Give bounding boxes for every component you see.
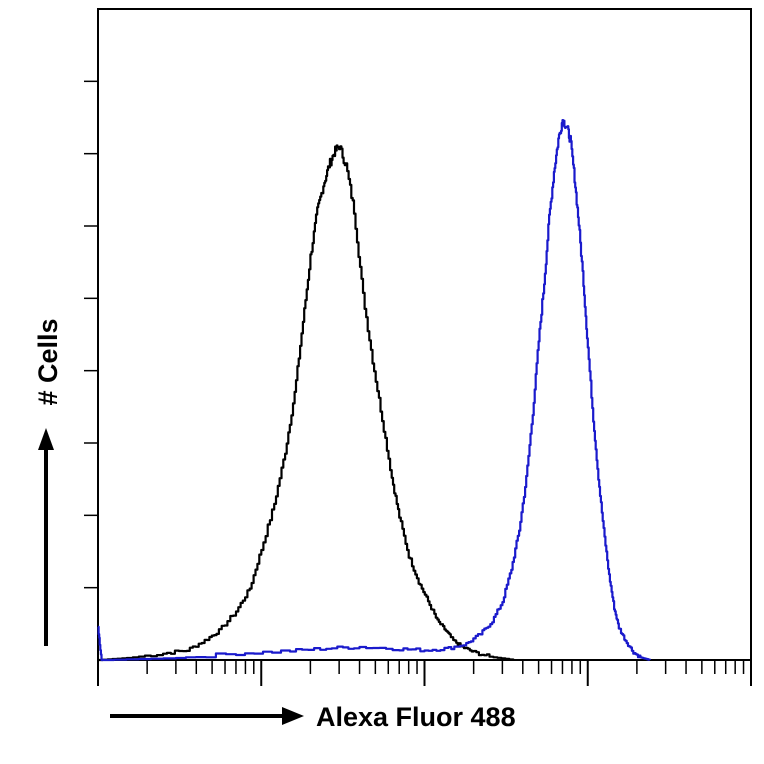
x-axis-ticks bbox=[97, 660, 752, 686]
series-layer bbox=[97, 119, 651, 662]
y-axis-arrow bbox=[38, 428, 54, 646]
y-axis-label: # Cells bbox=[33, 318, 63, 405]
x-axis-label: Alexa Fluor 488 bbox=[316, 702, 516, 732]
series-2-histogram bbox=[97, 119, 651, 662]
series-1-histogram bbox=[98, 144, 515, 662]
y-axis-ticks bbox=[84, 80, 98, 589]
x-axis-arrow bbox=[110, 707, 304, 725]
plot-frame bbox=[97, 8, 752, 661]
